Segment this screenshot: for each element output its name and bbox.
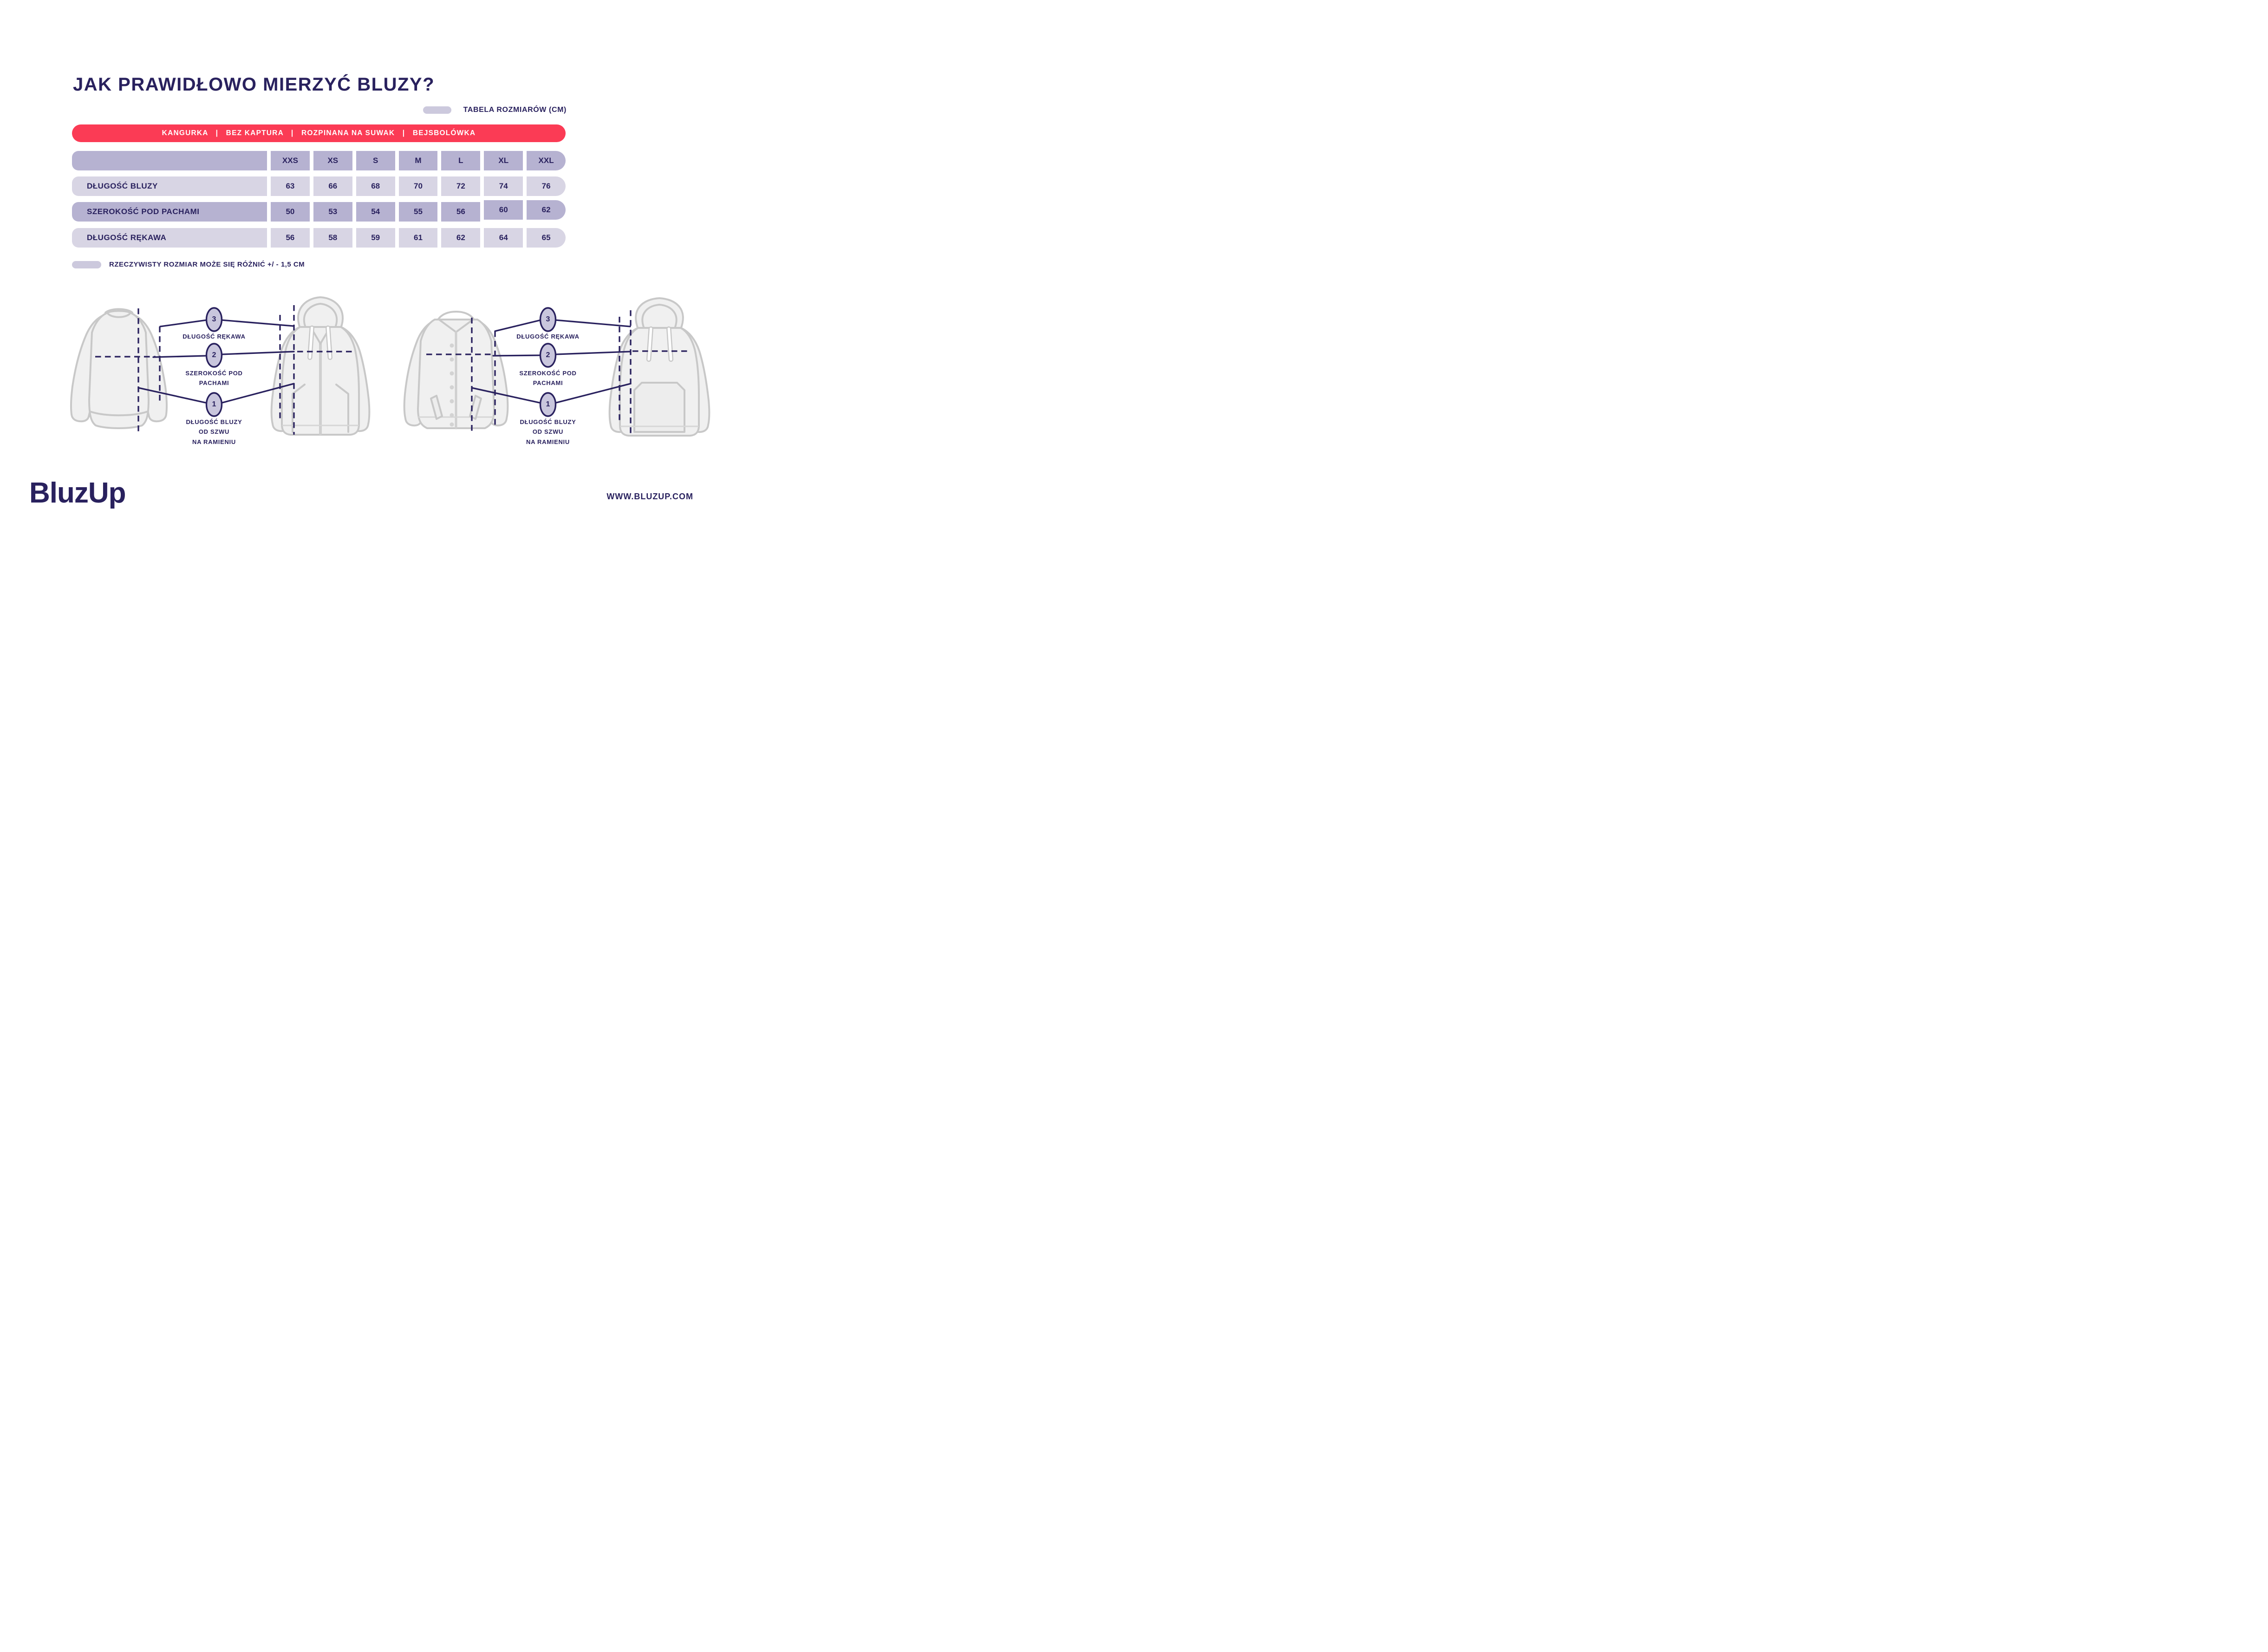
value-cell: 50 (271, 202, 310, 222)
step-label-body-length: DŁUGOŚĆ BLUZY OD SZWU NA RAMIENIU (186, 418, 242, 445)
column-header-cell: S (356, 151, 395, 170)
step-label-chest-width: SZEROKOŚĆ POD PACHAMI (185, 370, 243, 387)
value-cell: 72 (441, 176, 481, 196)
value-cell: 64 (484, 228, 523, 248)
value-cell: 61 (398, 228, 438, 248)
value-cell: 65 (527, 228, 566, 248)
measurement-diagram (70, 296, 710, 437)
value-cell: 74 (484, 176, 523, 196)
infographic-page: JAK PRAWIDŁOWO MIERZYĆ BLUZY? TABELA ROZ… (0, 0, 728, 530)
column-header-cell: XL (484, 151, 523, 170)
step-number: 1 (212, 400, 216, 408)
value-cell: 68 (356, 176, 395, 196)
row-label: DŁUGOŚĆ RĘKAWA (72, 228, 267, 248)
caption-pill-icon (423, 106, 451, 114)
header-label-cell (72, 151, 267, 170)
size-table-label: TABELA ROZMIARÓW (CM) (463, 106, 567, 114)
step-label-body-length: DŁUGOŚĆ BLUZY OD SZWU NA RAMIENIU (520, 418, 576, 445)
value-cell: 62 (441, 228, 481, 248)
brand-logo: BluzUp (29, 477, 126, 509)
category-banner-text: KANGURKA | BEZ KAPTURA | ROZPINANA NA SU… (162, 129, 476, 137)
connector-lines (137, 319, 632, 404)
column-header-cell: M (398, 151, 438, 170)
value-cell: 63 (271, 176, 310, 196)
step-number: 3 (546, 315, 550, 323)
table-row: DŁUGOŚĆ RĘKAWA 56 58 59 61 62 64 65 (72, 228, 566, 248)
value-cell: 56 (271, 228, 310, 248)
column-header-cell: XS (313, 151, 352, 170)
value-cell: 53 (313, 202, 352, 222)
table-row: SZEROKOŚĆ POD PACHAMI 50 53 54 55 56 60 … (72, 200, 566, 222)
note-pill-icon (72, 261, 101, 268)
step-label-chest-width: SZEROKOŚĆ POD PACHAMI (519, 370, 577, 387)
value-cell: 70 (398, 176, 438, 196)
value-cell: 58 (313, 228, 352, 248)
column-header-cell: XXS (271, 151, 310, 170)
value-cell: 76 (527, 176, 566, 196)
step-number: 1 (546, 400, 550, 408)
step-circles (205, 307, 557, 417)
size-table: XXS XS S M L XL XXL DŁUGOŚĆ BLUZY 63 66 … (72, 151, 566, 254)
column-header-cell: L (441, 151, 481, 170)
step-number: 2 (546, 351, 550, 359)
step-label-sleeve-length: DŁUGOŚĆ RĘKAWA (516, 333, 580, 340)
sweatshirt-icon (70, 308, 168, 429)
size-table-caption: TABELA ROZMIARÓW (CM) (404, 105, 567, 115)
website-url: WWW.BLUZUP.COM (606, 492, 693, 501)
baseball-jacket-icon (403, 311, 509, 430)
column-header-cell: XXL (527, 151, 566, 170)
step-number: 3 (212, 315, 216, 323)
size-note-text: RZECZYWISTY ROZMIAR MOŻE SIĘ RÓŻNIĆ +/ -… (109, 261, 305, 268)
page-title: JAK PRAWIDŁOWO MIERZYĆ BLUZY? (73, 74, 435, 95)
value-cell: 66 (313, 176, 352, 196)
kangaroo-hoodie-icon (608, 297, 710, 437)
zip-hoodie-icon (270, 296, 371, 436)
value-cell: 55 (398, 202, 438, 222)
size-note: RZECZYWISTY ROZMIAR MOŻE SIĘ RÓŻNIĆ +/ -… (72, 261, 305, 268)
value-cell: 60 (484, 200, 523, 220)
value-cell: 54 (356, 202, 395, 222)
step-label-sleeve-length: DŁUGOŚĆ RĘKAWA (182, 333, 246, 340)
measurement-dashed-lines (95, 305, 689, 435)
row-label: DŁUGOŚĆ BLUZY (72, 176, 267, 196)
table-header-row: XXS XS S M L XL XXL (72, 151, 566, 170)
table-row: DŁUGOŚĆ BLUZY 63 66 68 70 72 74 76 (72, 176, 566, 196)
row-label: SZEROKOŚĆ POD PACHAMI (72, 202, 267, 222)
value-cell: 59 (356, 228, 395, 248)
category-banner: KANGURKA | BEZ KAPTURA | ROZPINANA NA SU… (72, 124, 566, 142)
step-number: 2 (212, 351, 216, 359)
value-cell: 56 (441, 202, 481, 222)
value-cell: 62 (527, 200, 566, 220)
